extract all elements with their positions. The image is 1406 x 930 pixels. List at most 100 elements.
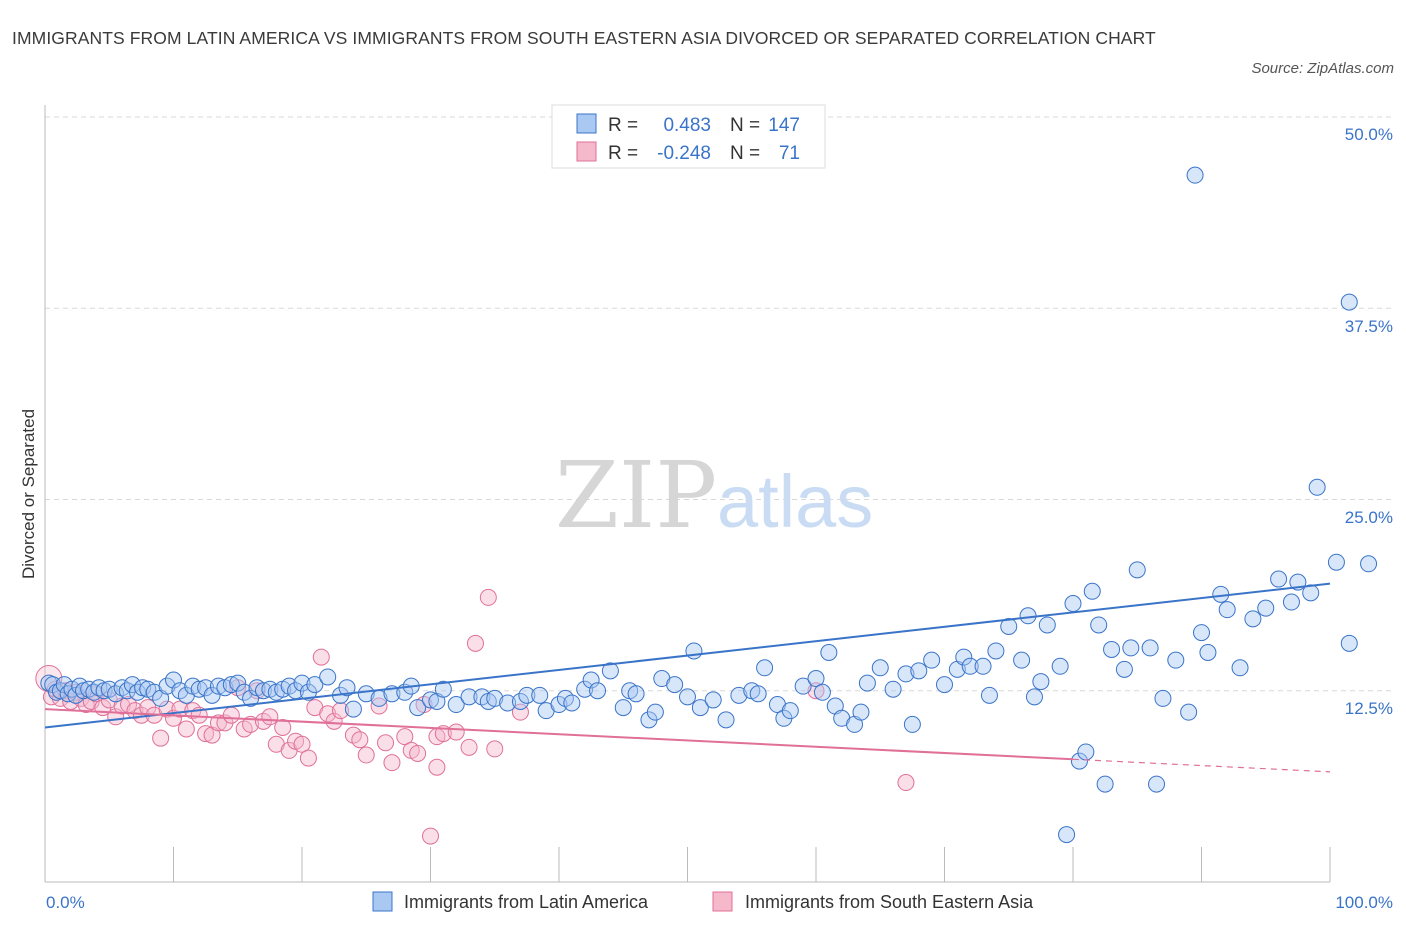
data-point-latin-america [1270,570,1288,588]
data-point-latin-america [1244,610,1262,628]
y-tick-label: 50.0% [1345,125,1393,144]
stats-swatch-pink [576,141,597,162]
data-point-latin-america [460,688,478,706]
y-axis-label: Divorced or Separated [19,409,38,579]
x-tick-label: 100.0% [1335,893,1393,912]
data-point-latin-america [685,642,703,660]
data-point-south-eastern-asia [383,754,401,772]
stats-r-label: R = [608,115,638,136]
source-label: Source: ZipAtlas.com [1251,60,1394,77]
data-point-south-eastern-asia [428,758,446,776]
data-point-latin-america [563,694,581,712]
data-point-latin-america [1032,673,1050,691]
data-point-latin-america [1083,582,1101,600]
data-point-latin-america [242,689,260,707]
data-point-south-eastern-asia [242,715,260,733]
data-point-latin-america [1128,561,1146,579]
data-point-south-eastern-asia [807,682,825,700]
data-point-latin-america [1340,293,1358,311]
data-point-south-eastern-asia [209,714,227,732]
data-point-latin-america [601,662,619,680]
data-point-latin-america [756,659,774,677]
data-point-latin-america [1186,166,1204,184]
data-point-latin-america [807,670,825,688]
data-point-latin-america [794,677,812,695]
data-point-latin-america [306,676,324,694]
data-point-latin-america [1199,644,1217,661]
stats-r-label: R = [608,143,638,164]
data-point-latin-america [1025,688,1043,706]
data-point-latin-america [1038,616,1056,634]
data-point-south-eastern-asia [293,735,311,753]
data-point-south-eastern-asia [409,744,427,762]
data-point-latin-america [1218,601,1236,619]
data-point-latin-america [293,674,311,692]
data-point-latin-america [1013,651,1031,669]
data-point-latin-america [1141,639,1159,657]
data-point-south-eastern-asia [396,728,414,746]
gridlines [45,116,1395,692]
trend-line-latin-america [44,582,1331,729]
data-point-latin-america [344,700,362,718]
data-point-latin-america [781,702,799,720]
watermark-zip: ZIP [555,442,717,549]
data-point-south-eastern-asia [312,648,330,666]
data-point-latin-america [113,679,131,697]
data-point-latin-america [646,703,664,721]
data-point-latin-america [165,671,182,689]
data-point-latin-america [980,686,998,704]
y-tick-label: 12.5% [1345,699,1393,718]
data-point-latin-america [910,662,928,680]
data-point-latin-america [614,699,632,717]
data-point-latin-america [229,674,247,692]
data-point-latin-america [447,696,465,714]
data-point-latin-america [1167,651,1185,669]
stats-n-label: N = [730,115,760,136]
data-point-latin-america [749,685,767,703]
stats-swatch-blue [576,113,597,134]
data-point-latin-america [717,711,735,729]
data-point-south-eastern-asia [357,746,375,764]
data-point-latin-america [511,692,529,710]
data-point-latin-america [1000,617,1018,635]
data-point-latin-america [987,642,1005,660]
data-point-latin-america [550,696,568,714]
data-point-latin-america [422,691,439,709]
y-tick-label: 25.0% [1345,508,1393,527]
data-point-latin-america [1257,599,1275,617]
data-point-south-eastern-asia [332,702,350,720]
data-point-south-eastern-asia [377,734,395,752]
data-point-latin-america [222,676,240,694]
data-point-latin-america [1077,743,1095,761]
data-point-latin-america [203,686,221,704]
series-latin-america-points [40,166,1378,844]
data-point-south-eastern-asia [460,738,478,756]
data-point-latin-america [434,680,452,698]
data-point-latin-america [1051,657,1069,675]
trend-lines [44,582,1331,773]
data-point-latin-america [936,676,953,694]
data-point-south-eastern-asia [42,688,60,706]
data-point-latin-america [518,686,536,704]
data-point-south-eastern-asia [177,720,195,738]
data-point-latin-america [627,685,645,703]
stats-r-value-pink: -0.248 [657,143,711,164]
data-point-latin-america [254,682,272,700]
data-point-latin-america [974,657,992,675]
data-point-latin-america [589,682,607,700]
trend-line-south-eastern-asia-extrapolated [1072,758,1331,773]
data-point-latin-america [1070,752,1088,770]
stats-n-value-blue: 147 [768,115,800,136]
data-point-latin-america [666,676,684,694]
data-point-latin-america [319,668,337,686]
stats-r-value-blue: 0.483 [663,115,711,136]
data-point-south-eastern-asia [897,774,915,792]
data-point-south-eastern-asia [422,827,439,845]
trend-line-south-eastern-asia [44,708,1074,761]
watermark-atlas: atlas [717,460,873,543]
data-point-latin-america [129,683,147,701]
legend-swatch-latin-america [372,891,393,912]
data-point-latin-america [1360,555,1378,573]
legend-swatch-south-eastern-asia [712,891,733,912]
